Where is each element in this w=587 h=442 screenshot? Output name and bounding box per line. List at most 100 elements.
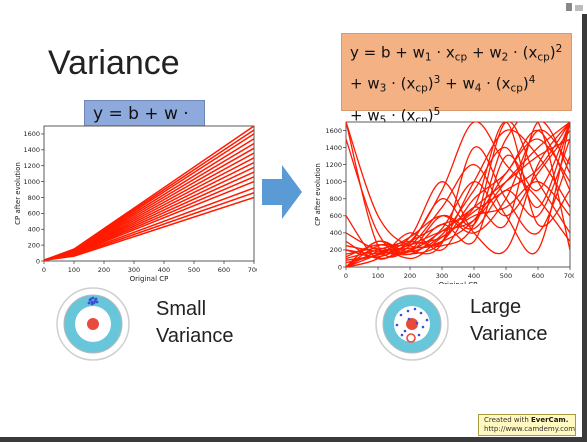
y-axis-label: CP after evolution xyxy=(314,163,322,226)
formula-sub: 5 xyxy=(379,114,387,127)
x-tick-label: 200 xyxy=(98,266,110,274)
plot-area xyxy=(345,121,571,268)
x-tick-label: 700 xyxy=(564,272,574,280)
y-tick-label: 600 xyxy=(330,212,342,220)
polynomial-model-plot: 0 100 200 300 400 500 600 700 0 200 400 600 800 1000 1… xyxy=(314,121,574,284)
formula-poly-line-3: + w5 · (xcp)5 xyxy=(350,101,571,132)
formula-term: y = b + w xyxy=(350,43,425,62)
formula-sub: 2 xyxy=(501,51,509,64)
series-line-13 xyxy=(346,122,570,267)
formula-term: · (x xyxy=(481,74,511,93)
formula-sub: cp xyxy=(454,51,468,64)
formula-poly-line-2: + w3 · (xcp)3 + w4 · (xcp)4 xyxy=(350,69,571,100)
series-line-17 xyxy=(346,146,570,258)
watermark-prefix: Created with xyxy=(484,416,532,424)
large-variance-label: Large Variance xyxy=(470,294,547,348)
y-tick-label: 1600 xyxy=(23,130,40,138)
linear-model-plot: 0 100 200 300 400 500 600 700 0 200 400 600 800 1000 1… xyxy=(14,125,257,283)
x-axis-label: Original CP xyxy=(130,275,169,283)
x-tick-label: 300 xyxy=(128,266,140,274)
x-tick-label: 400 xyxy=(158,266,170,274)
formula-term: · x xyxy=(431,43,455,62)
x-axis-label: Original CP xyxy=(439,281,478,284)
y-tick-label: 0 xyxy=(36,257,40,265)
label-line: Variance xyxy=(156,325,234,347)
x-tick-label: 0 xyxy=(42,266,46,274)
formula-sub: 3 xyxy=(379,82,387,95)
x-tick-label: 300 xyxy=(436,272,448,280)
formula-term: + w xyxy=(440,74,475,93)
y-tick-label: 400 xyxy=(330,229,342,237)
x-tick-label: 0 xyxy=(344,272,348,280)
y-tick-label: 1000 xyxy=(23,178,40,186)
x-tick-label: 600 xyxy=(218,266,230,274)
formula-sub: cp xyxy=(415,82,428,95)
watermark-line-1: Created with EverCam. xyxy=(484,416,575,425)
series-line-16 xyxy=(346,122,570,267)
x-tick-label: 600 xyxy=(532,272,544,280)
plot-area xyxy=(43,125,255,262)
small-variance-label: Small Variance xyxy=(156,296,233,350)
y-tick-label: 1600 xyxy=(325,127,342,135)
formula-sup: 5 xyxy=(433,105,441,118)
x-tick-label: 400 xyxy=(468,272,480,280)
y-tick-label: 0 xyxy=(338,263,342,271)
series-line-8 xyxy=(346,122,570,255)
formula-term: · (x xyxy=(386,74,416,93)
formula-term: + w xyxy=(350,74,380,93)
series-line-19 xyxy=(346,130,570,267)
formula-sup: 3 xyxy=(433,74,441,87)
label-line: Large xyxy=(470,296,522,318)
series-line-20 xyxy=(346,122,570,255)
formula-polynomial-model: y = b + w1 · xcp + w2 · (xcp)2 + w3 · (x… xyxy=(341,33,572,126)
watermark-brand: EverCam. xyxy=(531,416,569,424)
y-tick-label: 600 xyxy=(28,210,40,218)
formula-sub: 4 xyxy=(474,82,482,95)
formula-sup: 4 xyxy=(528,74,536,87)
series-line-14 xyxy=(346,138,570,254)
y-tick-label: 200 xyxy=(330,246,342,254)
y-tick-label: 800 xyxy=(330,195,342,203)
target-icon xyxy=(56,287,130,361)
formula-term: ) xyxy=(427,106,434,125)
formula-sub: cp xyxy=(510,82,523,95)
formula-term: ) xyxy=(427,74,434,93)
y-tick-label: 1200 xyxy=(23,162,40,170)
series-line-16 xyxy=(44,196,254,261)
formula-sub: cp xyxy=(537,51,550,64)
watermark-url: http://www.camdemy.com xyxy=(484,425,576,433)
series-line-18 xyxy=(346,122,570,260)
x-tick-label: 500 xyxy=(188,266,200,274)
x-tick-label: 100 xyxy=(372,272,384,280)
label-line: Small xyxy=(156,298,207,320)
x-tick-label: 700 xyxy=(248,266,257,274)
formula-term: + w xyxy=(350,106,380,125)
evercam-watermark[interactable]: Created with EverCam. http://www.camdemy… xyxy=(478,414,576,436)
right-arrow-icon xyxy=(262,165,302,219)
series-line-11 xyxy=(346,122,570,261)
y-tick-label: 200 xyxy=(28,241,40,249)
x-tick-label: 200 xyxy=(404,272,416,280)
formula-sup: 2 xyxy=(555,43,563,55)
y-axis-label: CP after evolution xyxy=(14,162,22,225)
formula-term: + w xyxy=(467,43,502,62)
series-group xyxy=(44,126,254,261)
y-tick-label: 1200 xyxy=(325,161,342,169)
formula-poly-line-1: y = b + w1 · xcp + w2 · (xcp)2 xyxy=(350,38,571,69)
y-tick-label: 800 xyxy=(28,194,40,202)
tight-shot-cluster xyxy=(87,296,99,306)
y-tick-label: 1000 xyxy=(325,178,342,186)
y-tick-label: 1400 xyxy=(325,144,342,152)
target-icon xyxy=(375,287,449,361)
slide-title: Variance xyxy=(48,44,180,82)
y-tick-label: 400 xyxy=(28,226,40,234)
label-line: Variance xyxy=(470,323,548,345)
scattered-shots xyxy=(395,307,429,337)
x-tick-label: 100 xyxy=(68,266,80,274)
y-tick-label: 1400 xyxy=(23,146,40,154)
x-tick-label: 500 xyxy=(500,272,512,280)
formula-term: · (x xyxy=(508,43,538,62)
series-line-15 xyxy=(346,122,570,249)
formula-term: ) xyxy=(549,43,556,62)
